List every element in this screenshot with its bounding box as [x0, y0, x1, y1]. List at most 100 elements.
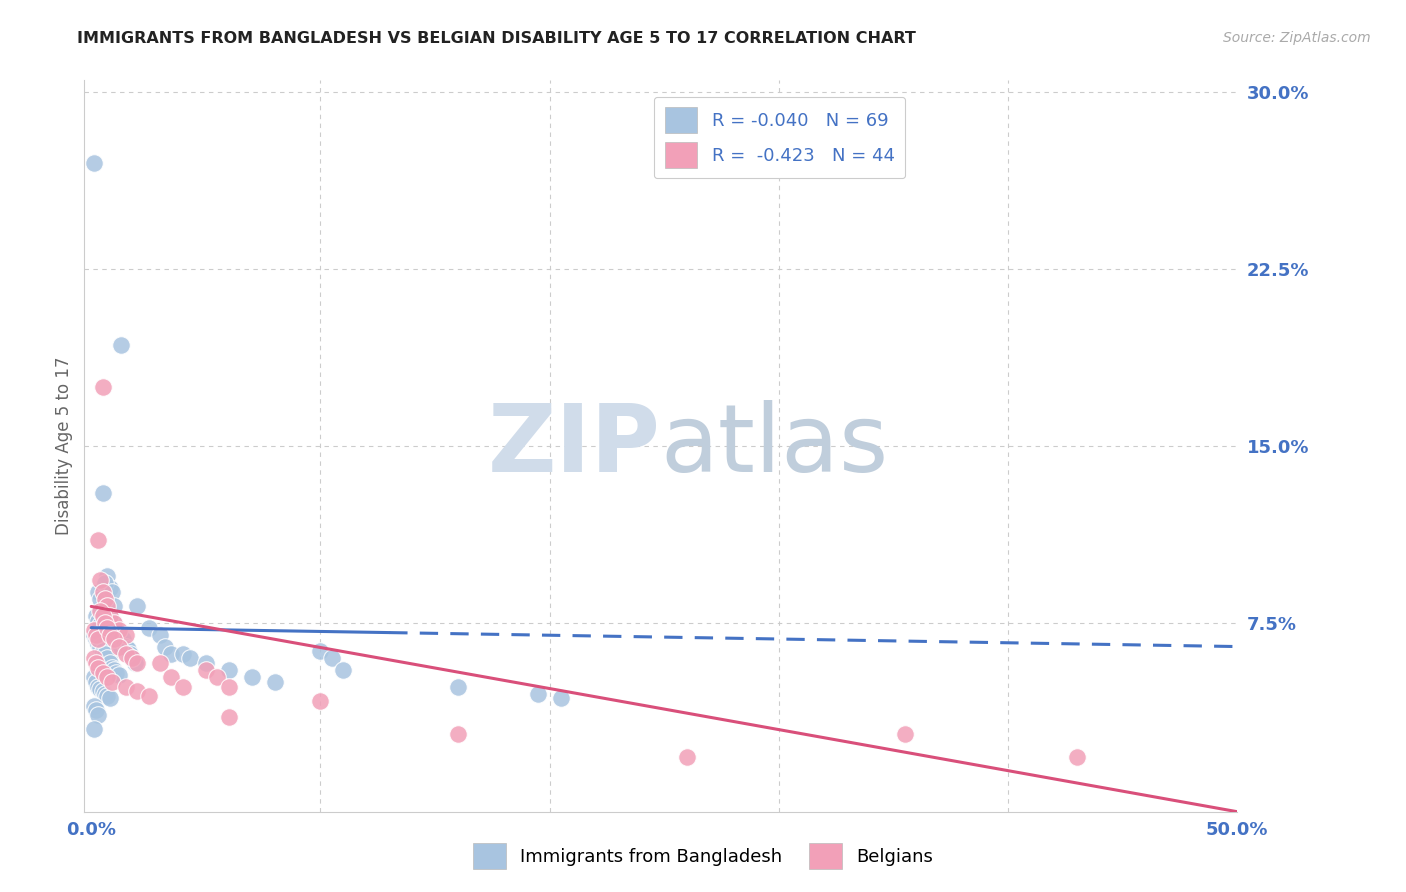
Point [527, 687, 550, 701]
Point [160, 670, 183, 684]
Point [218, 710, 240, 724]
Point [120, 647, 142, 661]
Point [107, 640, 129, 654]
Point [83, 670, 105, 684]
Point [194, 656, 217, 670]
Point [89, 574, 111, 588]
Point [332, 663, 354, 677]
Point [84, 703, 107, 717]
Point [96, 670, 118, 684]
Point [103, 615, 125, 630]
Point [87, 661, 110, 675]
Point [96, 689, 118, 703]
Point [94, 687, 117, 701]
Point [87, 637, 110, 651]
Point [96, 599, 118, 614]
Point [107, 668, 129, 682]
Point [894, 727, 917, 741]
Text: atlas: atlas [661, 400, 889, 492]
Legend: R = -0.040   N = 69, R =  -0.423   N = 44: R = -0.040 N = 69, R = -0.423 N = 44 [654, 96, 905, 178]
Point [91, 608, 114, 623]
Point [89, 604, 111, 618]
Point [96, 621, 118, 635]
Point [83, 628, 105, 642]
Point [84, 675, 107, 690]
Point [94, 615, 117, 630]
Point [103, 663, 125, 677]
Point [89, 618, 111, 632]
Point [107, 623, 129, 637]
Point [138, 621, 160, 635]
Point [103, 632, 125, 647]
Point [153, 640, 176, 654]
Point [101, 585, 124, 599]
Point [91, 684, 114, 698]
Point [138, 689, 160, 703]
Point [83, 698, 105, 713]
Point [114, 628, 136, 642]
Point [83, 623, 105, 637]
Point [87, 632, 110, 647]
Point [98, 608, 121, 623]
Point [125, 684, 148, 698]
Point [91, 486, 114, 500]
Point [321, 651, 343, 665]
Point [114, 680, 136, 694]
Point [98, 581, 121, 595]
Point [172, 680, 194, 694]
Point [179, 651, 201, 665]
Point [121, 651, 143, 665]
Point [240, 670, 263, 684]
Point [98, 640, 121, 654]
Point [218, 680, 240, 694]
Point [84, 628, 107, 642]
Point [98, 628, 121, 642]
Point [676, 750, 699, 764]
Point [94, 647, 117, 661]
Point [125, 599, 148, 614]
Point [103, 615, 125, 630]
Point [87, 708, 110, 723]
Point [98, 656, 121, 670]
Point [117, 641, 139, 656]
Point [550, 691, 572, 706]
Point [101, 661, 124, 675]
Point [84, 608, 107, 623]
Text: Source: ZipAtlas.com: Source: ZipAtlas.com [1223, 31, 1371, 45]
Point [309, 694, 332, 708]
Point [91, 585, 114, 599]
Point [124, 656, 146, 670]
Text: IMMIGRANTS FROM BANGLADESH VS BELGIAN DISABILITY AGE 5 TO 17 CORRELATION CHART: IMMIGRANTS FROM BANGLADESH VS BELGIAN DI… [77, 31, 917, 46]
Point [149, 656, 172, 670]
Point [194, 663, 217, 677]
Point [149, 628, 172, 642]
Point [110, 337, 132, 351]
Point [98, 691, 121, 706]
Point [87, 533, 110, 548]
Point [96, 568, 118, 582]
Point [89, 681, 111, 696]
Point [218, 663, 240, 677]
Point [87, 614, 110, 628]
Point [96, 632, 118, 647]
Point [96, 651, 118, 665]
Point [94, 592, 117, 607]
Point [114, 640, 136, 654]
Point [89, 640, 111, 654]
Point [101, 675, 124, 690]
Point [121, 651, 143, 665]
Point [91, 644, 114, 658]
Point [263, 675, 285, 690]
Point [84, 656, 107, 670]
Point [125, 656, 148, 670]
Point [83, 651, 105, 665]
Point [84, 632, 107, 647]
Point [87, 585, 110, 599]
Point [105, 621, 128, 635]
Point [89, 592, 111, 607]
Point [447, 680, 470, 694]
Point [207, 670, 229, 684]
Point [105, 665, 128, 680]
Point [309, 644, 332, 658]
Point [94, 628, 117, 642]
